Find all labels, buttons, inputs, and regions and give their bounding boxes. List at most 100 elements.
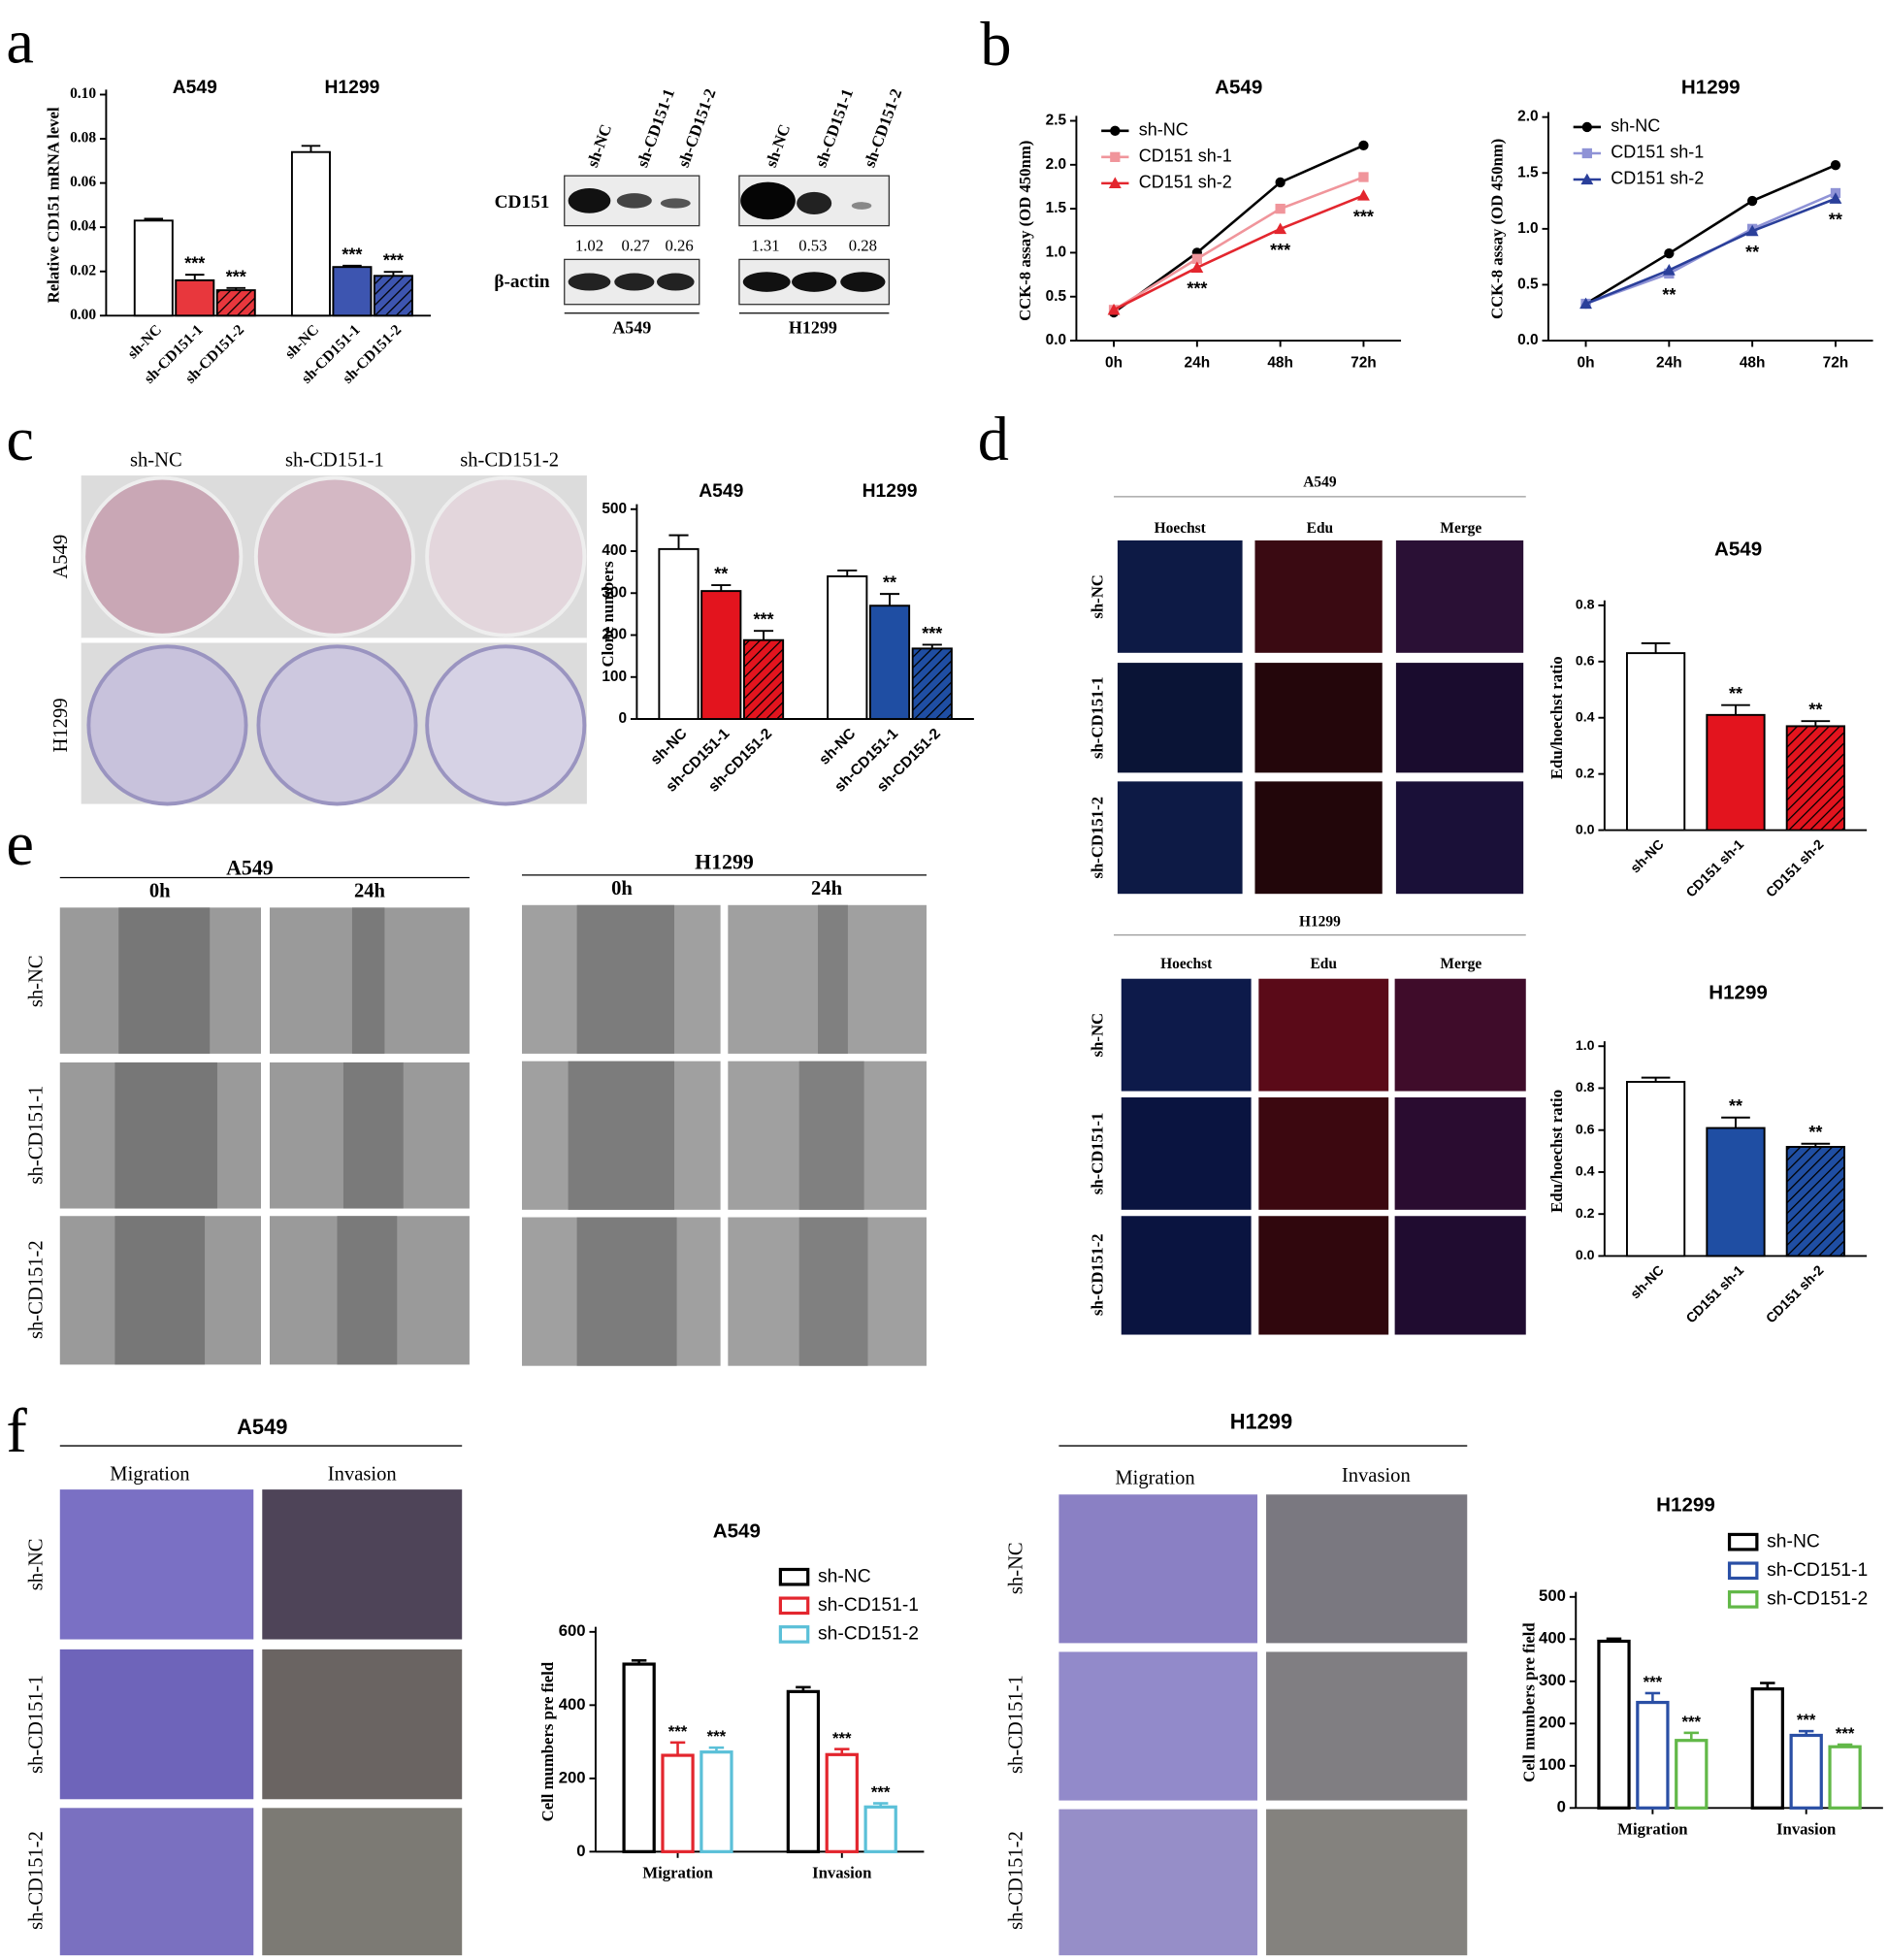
significance: *** — [922, 624, 942, 643]
legend-marker — [1110, 125, 1121, 136]
y-axis-label: Cell mumbers pre field — [538, 1661, 557, 1821]
lane-label: sh-CD151-2 — [674, 86, 720, 170]
bar — [700, 1750, 733, 1853]
significance: *** — [871, 1783, 891, 1802]
plate — [81, 475, 244, 637]
bar — [1706, 713, 1766, 832]
y-tick-label: 0.0 — [1576, 821, 1595, 836]
y-tick-label: 1.0 — [1046, 245, 1066, 261]
column-label: Edu — [1311, 956, 1338, 972]
micrograph — [59, 1489, 254, 1640]
x-tick-label: 72h — [1823, 354, 1849, 371]
series-line — [1585, 197, 1837, 306]
bar — [661, 1753, 695, 1853]
cell-line-label: A549 — [612, 318, 651, 338]
significance: *** — [184, 254, 205, 274]
column-label: 24h — [354, 881, 386, 902]
significance: ** — [1662, 285, 1676, 305]
column-label: 0h — [611, 878, 633, 899]
column-label: Hoechst — [1155, 520, 1207, 537]
significance: *** — [1270, 241, 1290, 260]
y-tick-label: 0.5 — [1517, 277, 1539, 293]
micrograph — [1117, 539, 1243, 653]
y-tick-label: 0.5 — [1046, 288, 1067, 305]
legend-label: CD151 sh-2 — [1611, 169, 1704, 188]
column-label: Migration — [1115, 1468, 1194, 1489]
legend-marker — [1108, 177, 1122, 189]
bar-hatch — [743, 639, 784, 720]
column-label: sh-CD151-2 — [460, 450, 559, 472]
bar — [825, 1752, 859, 1853]
y-axis-label: Relative CD151 mRNA level — [44, 107, 62, 303]
micrograph — [1121, 1096, 1252, 1210]
significance: *** — [1187, 279, 1207, 299]
y-tick-label: 0.6 — [1576, 653, 1595, 669]
y-tick-label: 100 — [602, 669, 627, 685]
bar — [827, 575, 868, 720]
y-tick-label: 1.5 — [1046, 200, 1067, 216]
blot-band — [614, 273, 655, 291]
lane-label: sh-NC — [762, 122, 794, 170]
marker — [1275, 203, 1286, 214]
row-label: sh-CD151-2 — [1006, 1831, 1027, 1930]
y-tick-label: 2.0 — [1517, 109, 1538, 125]
micrograph — [59, 1649, 254, 1800]
micrograph — [262, 1489, 463, 1640]
panel-label: e — [6, 809, 34, 878]
y-tick-label: 200 — [1539, 1714, 1566, 1732]
significance: *** — [1353, 207, 1374, 226]
series-line — [1584, 164, 1837, 306]
micrograph — [1117, 781, 1243, 895]
wound-gap — [337, 1216, 398, 1365]
panel-title: H1299 — [1299, 913, 1341, 930]
lane-label: sh-NC — [583, 122, 615, 170]
y-tick-label: 400 — [559, 1695, 586, 1714]
y-tick-label: 500 — [602, 501, 627, 517]
bar — [1625, 1081, 1686, 1258]
marker — [1191, 253, 1202, 264]
lane-label: sh-CD151-2 — [861, 86, 906, 170]
micrograph — [1394, 978, 1526, 1092]
x-tick-label: Invasion — [812, 1863, 872, 1881]
blot-band — [851, 202, 872, 210]
x-tick-label: CD151 sh-1 — [1682, 1262, 1746, 1326]
wound-gap — [118, 907, 211, 1054]
marker — [1357, 189, 1370, 201]
blot-band — [797, 191, 832, 215]
column-label: 0h — [149, 881, 171, 902]
marker — [1107, 303, 1121, 315]
y-tick-label: 200 — [602, 627, 627, 643]
panel-label: b — [980, 10, 1011, 79]
protein-label: β-actin — [494, 272, 550, 292]
legend-label: CD151 sh-1 — [1139, 147, 1232, 166]
wound-gap — [568, 1061, 674, 1210]
wound-gap — [798, 1061, 864, 1210]
legend-label: sh-CD151-2 — [818, 1624, 919, 1645]
x-tick-label: sh-NC — [1627, 836, 1667, 876]
micrograph — [1394, 1096, 1526, 1210]
legend-marker — [1110, 151, 1121, 162]
y-axis-label: Edu/hoechst ratio — [1547, 656, 1566, 779]
row-label: sh-NC — [25, 1538, 47, 1590]
blot-band — [660, 198, 691, 209]
blot-band — [742, 272, 791, 292]
bar — [1789, 1733, 1823, 1810]
significance: ** — [1745, 243, 1759, 262]
y-tick-label: 0 — [618, 710, 627, 727]
x-tick-label: 48h — [1740, 354, 1766, 371]
panel-label: f — [6, 1396, 27, 1465]
marker — [1579, 297, 1592, 310]
significance: *** — [668, 1722, 688, 1741]
row-label: sh-CD151-2 — [1088, 797, 1106, 879]
bar — [700, 590, 742, 720]
y-axis-label: CCK-8 assay (OD 450nm) — [1016, 141, 1034, 321]
marker — [1664, 248, 1675, 259]
column-label: Merge — [1440, 520, 1481, 537]
bar-hatch — [912, 648, 952, 720]
bar — [1750, 1687, 1784, 1810]
y-axis-label: Edu/hoechst ratio — [1547, 1090, 1566, 1213]
chart-title: H1299 — [1656, 1493, 1715, 1516]
western-blot — [564, 175, 891, 314]
x-tick-label: Invasion — [1776, 1819, 1837, 1838]
column-label: Invasion — [328, 1464, 397, 1486]
